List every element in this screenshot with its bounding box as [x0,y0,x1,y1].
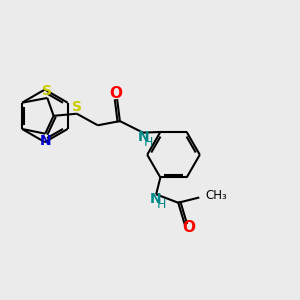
Text: N: N [150,191,161,206]
Text: N: N [40,134,52,148]
Text: H: H [157,198,166,211]
Text: O: O [110,86,123,101]
Text: S: S [72,100,82,114]
Text: H: H [144,136,153,149]
Text: S: S [42,84,52,98]
Text: N: N [138,130,149,144]
Text: O: O [182,220,195,235]
Text: CH₃: CH₃ [206,189,227,203]
